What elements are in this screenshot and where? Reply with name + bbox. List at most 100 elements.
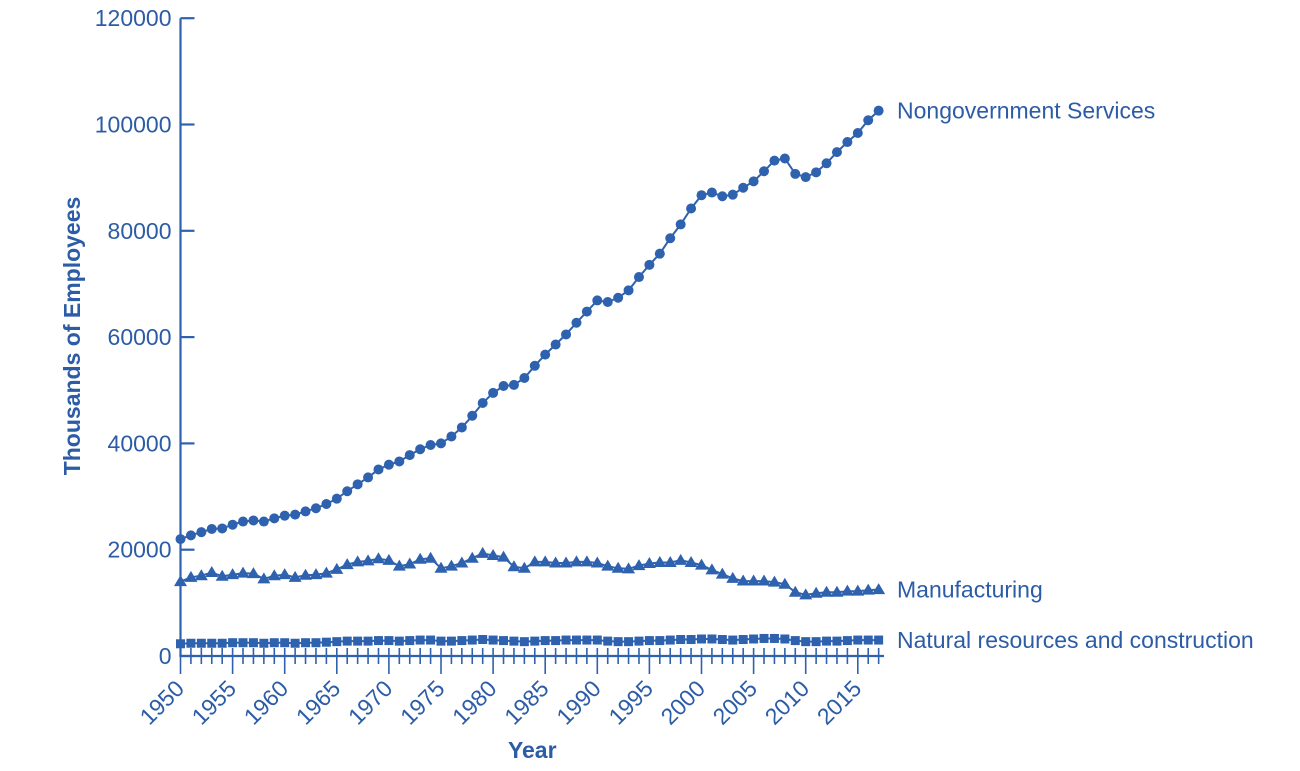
y-tick-label: 20000 <box>108 537 172 563</box>
data-point-square <box>248 638 258 648</box>
data-point-circle <box>550 339 561 350</box>
data-point-square <box>499 636 509 646</box>
data-point-triangle <box>215 569 229 581</box>
data-point-circle <box>404 450 415 461</box>
data-point-triangle <box>851 584 865 596</box>
data-point-square <box>780 634 790 644</box>
data-point-square <box>863 635 873 645</box>
data-point-square <box>811 637 821 647</box>
data-point-square <box>561 635 571 645</box>
data-point-square <box>613 637 623 647</box>
data-point-circle <box>727 189 738 200</box>
data-point-triangle <box>455 556 469 568</box>
data-point-square <box>717 635 727 645</box>
data-point-square <box>832 636 842 646</box>
data-point-triangle <box>726 571 740 583</box>
data-point-circle <box>373 464 384 475</box>
data-point-circle <box>831 147 842 158</box>
data-point-square <box>697 634 706 644</box>
data-point-square <box>738 635 748 645</box>
data-point-circle <box>873 105 884 116</box>
data-point-circle <box>602 297 613 308</box>
data-point-square <box>728 635 738 645</box>
data-point-triangle <box>674 553 688 565</box>
data-point-square <box>582 635 592 645</box>
data-point-square <box>603 636 613 646</box>
data-point-triangle <box>820 585 834 597</box>
x-tick-label: 2010 <box>760 675 815 730</box>
series-natural-resources-and-construction: Natural resources and construction <box>176 627 1254 653</box>
x-tick-label: 2000 <box>655 675 710 730</box>
data-point-square <box>457 636 467 646</box>
data-point-square <box>269 638 279 648</box>
data-point-square <box>530 636 540 646</box>
data-point-square <box>707 634 717 644</box>
data-point-triangle <box>382 553 396 565</box>
y-tick-label: 40000 <box>108 430 172 456</box>
data-point-square <box>842 636 852 646</box>
data-point-circle <box>238 516 249 527</box>
x-tick-label: 1975 <box>395 675 450 730</box>
data-point-square <box>467 635 477 645</box>
data-point-square <box>426 635 436 645</box>
data-point-square <box>238 638 248 648</box>
data-point-triangle <box>413 552 427 564</box>
data-point-triangle <box>403 557 417 569</box>
data-point-triangle <box>788 585 802 597</box>
data-point-circle <box>529 360 540 371</box>
y-tick-label: 0 <box>159 643 172 669</box>
data-point-circle <box>269 513 280 524</box>
data-point-triangle <box>288 570 302 582</box>
data-point-triangle <box>747 574 761 586</box>
data-point-circle <box>300 506 311 517</box>
data-point-square <box>384 636 394 646</box>
data-point-triangle <box>267 569 281 581</box>
data-point-triangle <box>861 583 875 595</box>
data-point-triangle <box>705 563 719 575</box>
data-point-square <box>624 637 634 647</box>
data-point-triangle <box>465 551 479 563</box>
series-manufacturing: Manufacturing <box>174 546 1043 603</box>
data-point-square <box>228 638 238 648</box>
data-point-triangle <box>872 583 886 595</box>
data-point-triangle <box>476 546 490 558</box>
data-point-circle <box>821 158 832 169</box>
data-point-triangle <box>611 561 625 573</box>
data-point-circle <box>675 219 686 230</box>
data-point-square <box>321 637 331 647</box>
data-point-circle <box>623 285 634 296</box>
y-axis-ticks: 0 20000 40000 60000 80000 100000 120000 <box>95 5 195 669</box>
data-point-triangle <box>715 567 729 579</box>
x-tick-label: 1965 <box>291 675 346 730</box>
data-point-circle <box>290 509 301 520</box>
data-point-square <box>749 634 759 644</box>
data-point-triangle <box>299 568 313 580</box>
data-point-triangle <box>642 557 656 569</box>
data-point-triangle <box>444 559 458 571</box>
data-point-square <box>311 638 321 648</box>
data-point-triangle <box>569 555 583 567</box>
data-point-triangle <box>549 556 563 568</box>
data-point-triangle <box>590 556 604 568</box>
data-point-circle <box>863 115 874 126</box>
data-point-circle <box>613 292 624 303</box>
data-point-square <box>801 637 811 647</box>
data-point-circle <box>467 410 478 421</box>
data-point-circle <box>738 182 749 193</box>
data-point-square <box>436 636 446 646</box>
data-point-circle <box>581 306 592 317</box>
data-point-triangle <box>684 555 698 567</box>
data-point-triangle <box>184 570 198 582</box>
y-axis-title: Thousands of Employees <box>59 197 85 476</box>
data-point-circle <box>415 444 426 455</box>
data-point-circle <box>811 167 822 178</box>
data-point-square <box>790 636 800 646</box>
data-point-square <box>822 636 832 646</box>
data-point-square <box>217 638 227 648</box>
data-point-circle <box>759 166 770 177</box>
data-point-square <box>415 635 425 645</box>
data-point-circle <box>185 530 196 541</box>
data-point-triangle <box>497 550 511 562</box>
data-point-square <box>571 635 581 645</box>
